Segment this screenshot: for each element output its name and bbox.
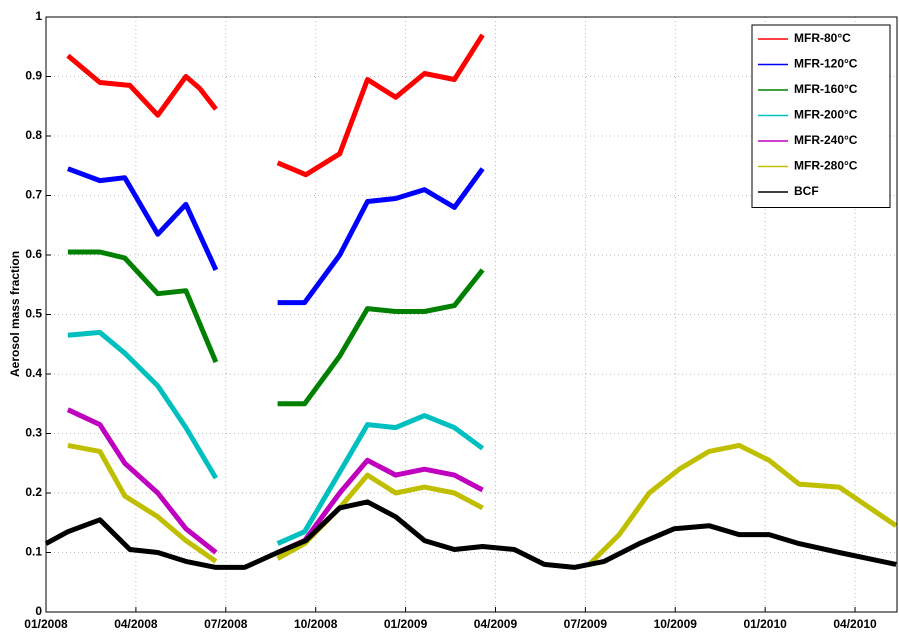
x-tick-label: 04/2008: [114, 617, 158, 631]
x-tick-label: 07/2008: [204, 617, 248, 631]
legend-label: MFR-240°C: [794, 133, 858, 147]
legend-label: MFR-200°C: [794, 108, 858, 122]
legend-label: MFR-280°C: [794, 159, 858, 173]
y-tick-label: 0.2: [25, 485, 42, 499]
y-tick-label: 0.8: [25, 128, 42, 142]
x-tick-label: 01/2009: [384, 617, 428, 631]
y-axis-label: Aerosol mass fraction: [8, 251, 22, 377]
series-line: [67, 329, 485, 546]
series-line: [67, 166, 485, 306]
y-tick-label: 1: [35, 9, 42, 23]
legend-label: MFR-120°C: [794, 57, 858, 71]
y-tick-label: 0.1: [25, 545, 42, 559]
series-line: [66, 33, 485, 178]
y-tick-label: 0.7: [25, 188, 42, 202]
y-tick-label: 0.5: [25, 307, 42, 321]
series-line: [44, 499, 897, 570]
x-tick-label: 04/2010: [833, 617, 877, 631]
x-tick-label: 01/2010: [743, 617, 787, 631]
y-tick-label: 0.9: [25, 69, 42, 83]
legend-label: BCF: [794, 184, 819, 198]
x-tick-label: 04/2009: [474, 617, 518, 631]
x-tick-label: 07/2009: [564, 617, 608, 631]
axes-box: [45, 16, 898, 613]
y-tick-label: 0.6: [25, 247, 42, 261]
x-tick-label: 10/2009: [654, 617, 698, 631]
x-tick-label: 01/2008: [24, 617, 68, 631]
legend-label: MFR-160°C: [794, 82, 858, 96]
y-tick-label: 0.3: [25, 426, 42, 440]
series-line: [67, 249, 485, 407]
y-tick-label: 0: [35, 604, 42, 618]
y-tick-label: 0.4: [25, 366, 42, 380]
x-tick-label: 10/2008: [294, 617, 338, 631]
legend-label: MFR-80°C: [794, 31, 851, 45]
